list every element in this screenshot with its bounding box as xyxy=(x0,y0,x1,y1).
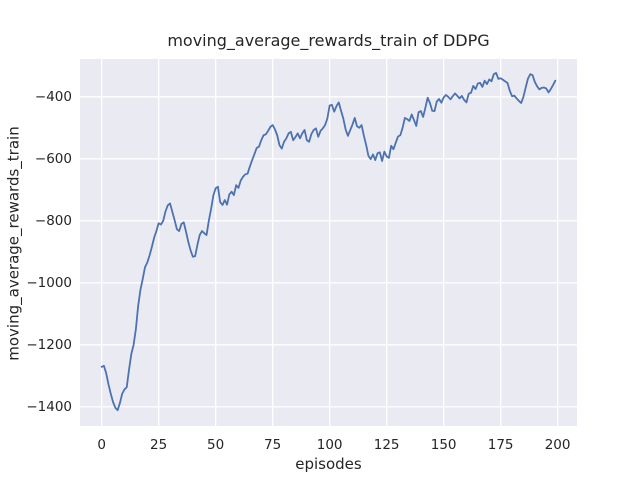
y-tick-label: −400 xyxy=(34,88,72,105)
data-line xyxy=(100,72,557,412)
plot-background xyxy=(80,59,577,426)
x-tick-label: 50 xyxy=(207,437,225,453)
y-tick-label: −1200 xyxy=(26,336,72,353)
x-tick-label: 25 xyxy=(150,437,168,453)
x-tick-label: 100 xyxy=(316,437,343,453)
x-tick-label: 0 xyxy=(97,437,106,453)
x-tick-label: 150 xyxy=(430,437,457,453)
y-tick-label: −800 xyxy=(34,212,72,229)
y-axis-label: moving_average_rewards_train xyxy=(4,126,23,361)
x-tick-label: 75 xyxy=(264,437,282,453)
x-tick-label: 200 xyxy=(544,437,571,453)
chart-title: moving_average_rewards_train of DDPG xyxy=(167,31,490,50)
x-tick-label: 175 xyxy=(487,437,514,453)
x-tick-label: 125 xyxy=(373,437,400,453)
x-axis-label: episodes xyxy=(295,455,362,473)
y-tick-label: −1400 xyxy=(26,398,72,415)
y-tick-label: −600 xyxy=(34,150,72,167)
plot-area xyxy=(80,59,577,426)
y-tick-label: −1000 xyxy=(26,274,72,291)
